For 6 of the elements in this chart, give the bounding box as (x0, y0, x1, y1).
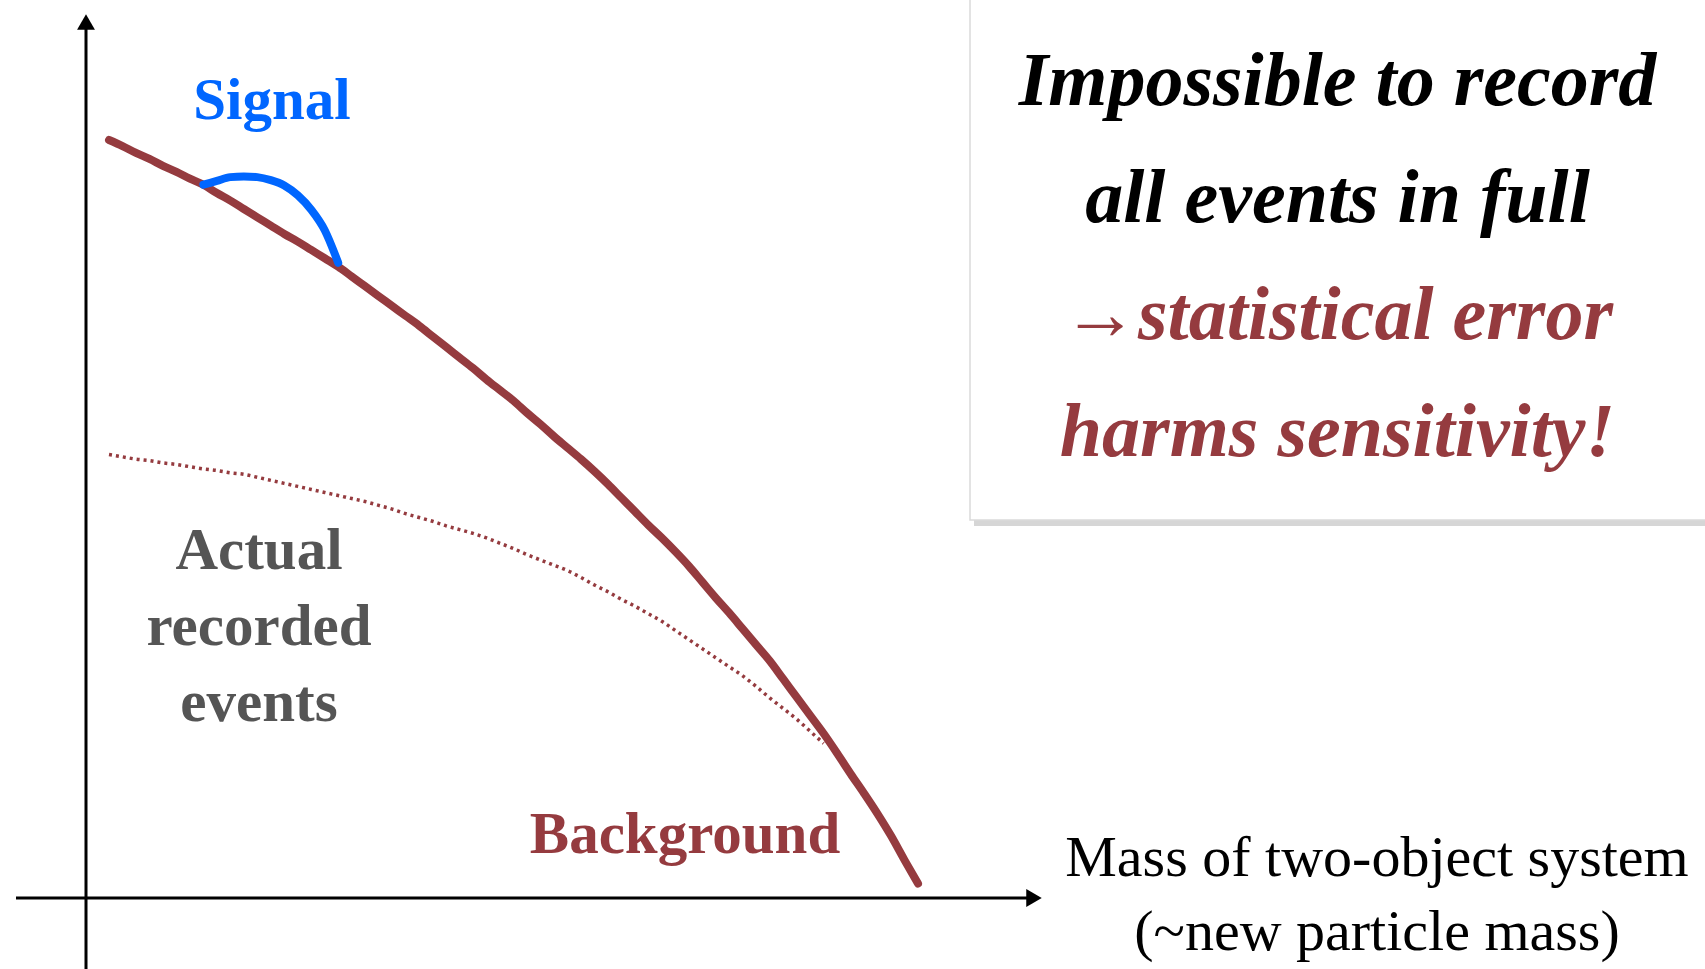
x-axis-title: Mass of two-object system (~new particle mass) (1065, 824, 1689, 963)
series-label: Background (529, 800, 841, 866)
series-label: Signal (193, 66, 351, 132)
text: →statistical error harms sensitivity! (1059, 270, 1616, 472)
series-label: Actual recorded events (146, 516, 372, 734)
text: Impossible to record all events in full (1017, 36, 1658, 238)
